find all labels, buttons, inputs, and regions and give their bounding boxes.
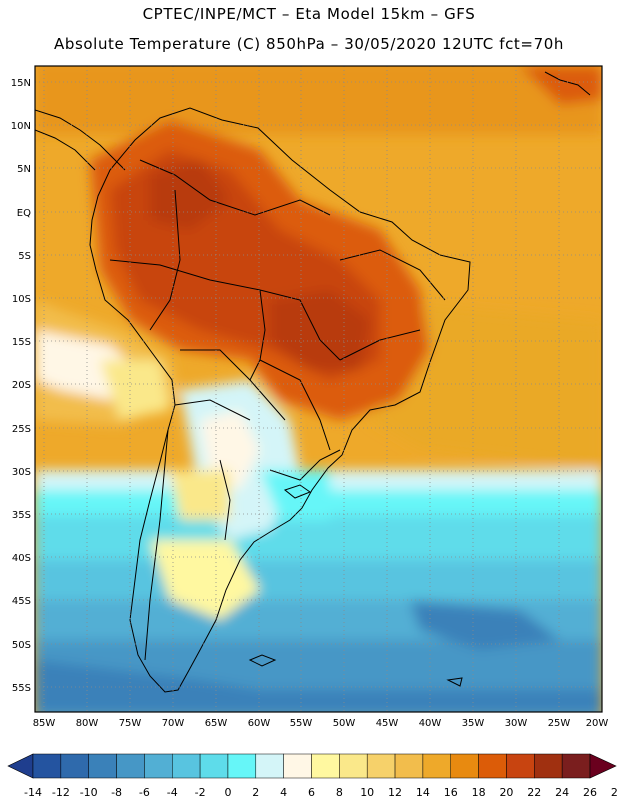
lat-label: 5N (17, 164, 31, 175)
colorbar-tick-label: 10 (360, 786, 374, 799)
colorbar-tick-label: 8 (336, 786, 343, 799)
colorbar-tick-label: 22 (527, 786, 541, 799)
lon-label: 85W (33, 718, 56, 729)
lat-label: 50S (12, 640, 31, 651)
colorbar-swatch (311, 753, 340, 779)
colorbar-swatch (422, 753, 451, 779)
colorbar-tick-label: 24 (555, 786, 569, 799)
lat-label: 45S (12, 596, 31, 607)
colorbar-tick-label: -2 (195, 786, 206, 799)
lon-label: 75W (119, 718, 142, 729)
colorbar-tick-label: 18 (472, 786, 486, 799)
colorbar-swatch (506, 753, 535, 779)
colorbar-tick-label: -12 (52, 786, 70, 799)
colorbar-swatch (283, 753, 312, 779)
colorbar-high-arrow (589, 753, 617, 779)
lat-label: 40S (12, 553, 31, 564)
colorbar-tick-label: -14 (24, 786, 42, 799)
colorbar-tick-label: 26 (583, 786, 597, 799)
colorbar-swatch (32, 753, 62, 779)
lon-label: 35W (462, 718, 485, 729)
colorbar-tick-label: 12 (388, 786, 402, 799)
lon-label: 30W (505, 718, 528, 729)
colorbar-swatch (450, 753, 479, 779)
lat-label: 10N (11, 121, 31, 132)
lat-label: 20S (12, 380, 31, 391)
lon-label: 40W (419, 718, 442, 729)
colorbar-swatch (227, 753, 257, 779)
lat-label: 55S (12, 683, 31, 694)
colorbar-tick-label: -4 (167, 786, 178, 799)
colorbar-swatch (534, 753, 563, 779)
colorbar-tick-label: 20 (499, 786, 513, 799)
colorbar-swatch (339, 753, 368, 779)
colorbar-swatch (60, 753, 89, 779)
chart-title-line2: Absolute Temperature (C) 850hPa – 30/05/… (54, 35, 564, 53)
colorbar-tick-label: -8 (111, 786, 122, 799)
lat-label: EQ (17, 208, 31, 219)
colorbar-tick-label: 0 (224, 786, 231, 799)
lon-label: 45W (376, 718, 399, 729)
colorbar-tick-label: -6 (139, 786, 150, 799)
coastlines (35, 71, 591, 693)
colorbar-tick-label: 16 (444, 786, 458, 799)
colorbar-swatch (199, 753, 229, 779)
lon-label: 60W (248, 718, 271, 729)
temperature-field (35, 66, 602, 712)
colorbar-tick-label: 6 (308, 786, 315, 799)
lon-label: 80W (76, 718, 99, 729)
colorbar-tick-label: 28 (611, 786, 618, 799)
colorbar: -14 -12 -10 -8 -6 -4 -2 0 2 4 6 8 10 12 14 16 18 20 22 24 26… (7, 753, 618, 799)
colorbar-swatch (478, 753, 507, 779)
colorbar-tick-label: 2 (252, 786, 259, 799)
chart-title-line1: CPTEC/INPE/MCT – Eta Model 15km – GFS (142, 5, 476, 23)
lat-label: 35S (12, 510, 31, 521)
colorbar-swatch (255, 753, 284, 779)
lat-label: 25S (12, 424, 31, 435)
colorbar-swatch (561, 753, 591, 779)
lon-label: 70W (162, 718, 185, 729)
lat-label: 30S (12, 467, 31, 478)
colorbar-tick-label: 14 (416, 786, 430, 799)
latitude-axis: 15N 10N 5N EQ 5S 10S 15S 20S 25S 30S 35S… (11, 78, 31, 694)
colorbar-swatch (88, 753, 117, 779)
lon-label: 55W (290, 718, 313, 729)
colorbar-tick-label: 4 (280, 786, 287, 799)
longitude-axis: 85W 80W 75W 70W 65W 60W 55W 50W 45W 40W … (33, 718, 609, 729)
map-frame (34, 65, 603, 713)
colorbar-swatch (144, 753, 173, 779)
lat-label: 10S (12, 294, 31, 305)
colorbar-low-arrow (7, 753, 34, 779)
lon-label: 65W (205, 718, 228, 729)
colorbar-swatch (172, 753, 201, 779)
colorbar-swatch (116, 753, 145, 779)
colorbar-swatch (366, 753, 396, 779)
lon-label: 25W (548, 718, 571, 729)
colorbar-tick-label: -10 (80, 786, 98, 799)
lat-label: 15S (12, 337, 31, 348)
graticule (35, 66, 602, 712)
lat-label: 5S (18, 251, 31, 262)
lon-label: 20W (586, 718, 609, 729)
colorbar-swatch (394, 753, 424, 779)
lon-label: 50W (333, 718, 356, 729)
lat-label: 15N (11, 78, 31, 89)
